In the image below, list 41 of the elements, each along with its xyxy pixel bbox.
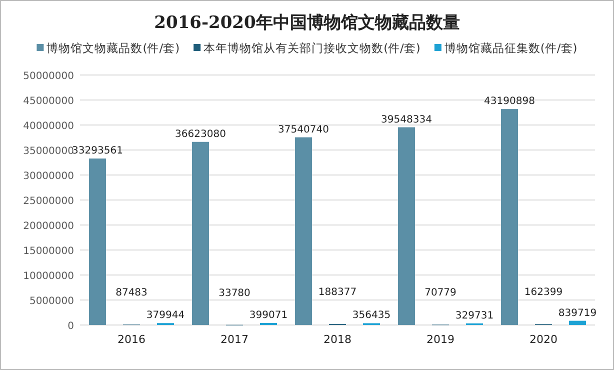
data-label: 39548334	[381, 114, 432, 126]
data-label: 162399	[524, 287, 563, 298]
data-label: 379944	[146, 310, 185, 322]
legend-label: 博物馆文物藏品数(件/套)	[46, 41, 180, 55]
data-label: 70779	[424, 288, 456, 299]
data-label: 356435	[352, 310, 391, 322]
bar	[569, 320, 586, 325]
chart-title: 2016-2020年中国博物馆文物藏品数量	[154, 13, 460, 33]
data-label: 329731	[455, 310, 494, 322]
data-label: 87483	[116, 288, 148, 299]
data-label: 399071	[249, 310, 288, 322]
y-tick-label: 30000000	[23, 171, 74, 182]
y-tick-label: 10000000	[23, 271, 74, 282]
bar	[295, 137, 312, 325]
x-tick-label: 2017	[220, 333, 248, 346]
bar	[501, 109, 518, 325]
y-tick-label: 50000000	[23, 71, 74, 82]
bar	[192, 142, 209, 325]
legend-label: 博物馆藏品征集数(件/套)	[444, 41, 578, 55]
x-tick-label: 2018	[324, 333, 352, 346]
x-tick-label: 2020	[530, 333, 558, 346]
data-label: 33293561	[72, 146, 123, 157]
data-label: 36623080	[175, 128, 226, 140]
x-tick-label: 2016	[118, 333, 146, 346]
y-tick-label: 15000000	[23, 246, 74, 257]
bar	[89, 158, 106, 325]
data-label: 43190898	[484, 96, 535, 108]
data-label: 839719	[558, 308, 597, 319]
bar	[398, 127, 415, 325]
y-tick-label: 45000000	[23, 96, 74, 107]
y-tick-label: 40000000	[23, 121, 74, 132]
y-tick-label: 0	[68, 321, 74, 332]
data-label: 188377	[318, 287, 357, 298]
legend-label: 本年博物馆从有关部门接收文物数(件/套)	[204, 41, 420, 55]
data-label: 37540740	[278, 124, 329, 136]
data-label: 33780	[218, 288, 250, 299]
y-tick-label: 20000000	[23, 221, 74, 232]
y-tick-label: 25000000	[23, 196, 74, 207]
y-tick-label: 35000000	[23, 146, 74, 157]
x-tick-label: 2019	[426, 333, 454, 346]
y-tick-label: 5000000	[29, 296, 74, 307]
